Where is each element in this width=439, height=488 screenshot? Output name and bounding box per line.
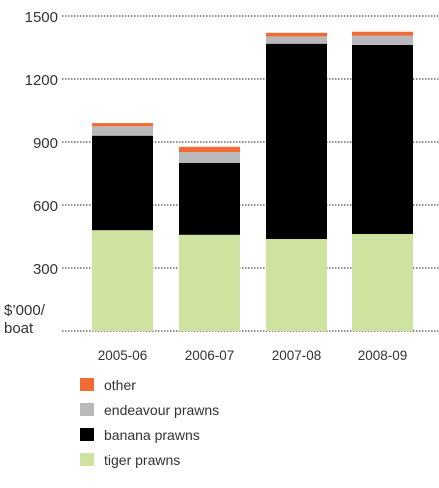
bar-2008-09-other [352,31,413,36]
bar-2008-09-endeavour-prawns [352,35,413,45]
bars [92,31,413,331]
bar-2007-08-endeavour-prawns [266,36,327,44]
y-tick-labels: 300 600 900 1200 1500 [25,9,58,278]
bar-2008-09-banana-prawns [352,44,413,234]
bar-2005-06-other [92,123,153,127]
x-tick-label-2007-08: 2007-08 [272,348,322,363]
legend-item-endeavour-prawns: endeavour prawns [80,397,219,422]
x-tick-label-2008-09: 2008-09 [358,348,408,363]
legend-swatch [80,403,94,416]
y-tick-label-300: 300 [33,261,58,278]
y-tick-label-900: 900 [33,135,58,152]
legend-label: endeavour prawns [104,401,220,418]
legend: other endeavour prawns banana prawns tiger … [80,372,219,472]
x-tick-label-2005-06: 2005-06 [98,348,148,363]
x-tick-labels: 2005-06 2006-07 2007-08 2008-09 [98,348,408,363]
legend-swatch [80,453,94,466]
y-tick-label-1200: 1200 [25,72,58,89]
y-tick-label-1500: 1500 [25,9,58,26]
bar-2005-06-tiger-prawns [92,230,153,331]
bar-2005-06-banana-prawns [92,135,153,231]
legend-item-tiger-prawns: tiger prawns [80,447,219,472]
legend-label: tiger prawns [104,451,181,468]
y-tick-label-600: 600 [33,198,58,215]
legend-swatch [80,378,94,391]
bar-2005-06-endeavour-prawns [92,126,153,136]
legend-item-other: other [80,372,219,397]
legend-label: other [104,376,136,393]
legend-swatch [80,428,94,441]
bar-2006-07-other [179,146,240,153]
legend-label: banana prawns [104,426,200,443]
bar-2008-09-tiger-prawns [352,233,413,331]
bar-2006-07-tiger-prawns [179,234,240,331]
x-tick-label-2006-07: 2006-07 [185,348,235,363]
bar-2006-07-banana-prawns [179,163,240,235]
y-unit-label-line1: $’000/ [4,302,46,319]
bar-2007-08-banana-prawns [266,43,327,240]
bar-2007-08-tiger-prawns [266,239,327,331]
bar-2007-08-other [266,32,327,37]
bar-2006-07-endeavour-prawns [179,152,240,163]
legend-item-banana-prawns: banana prawns [80,422,219,447]
y-unit-label-line2: boat [4,320,34,337]
